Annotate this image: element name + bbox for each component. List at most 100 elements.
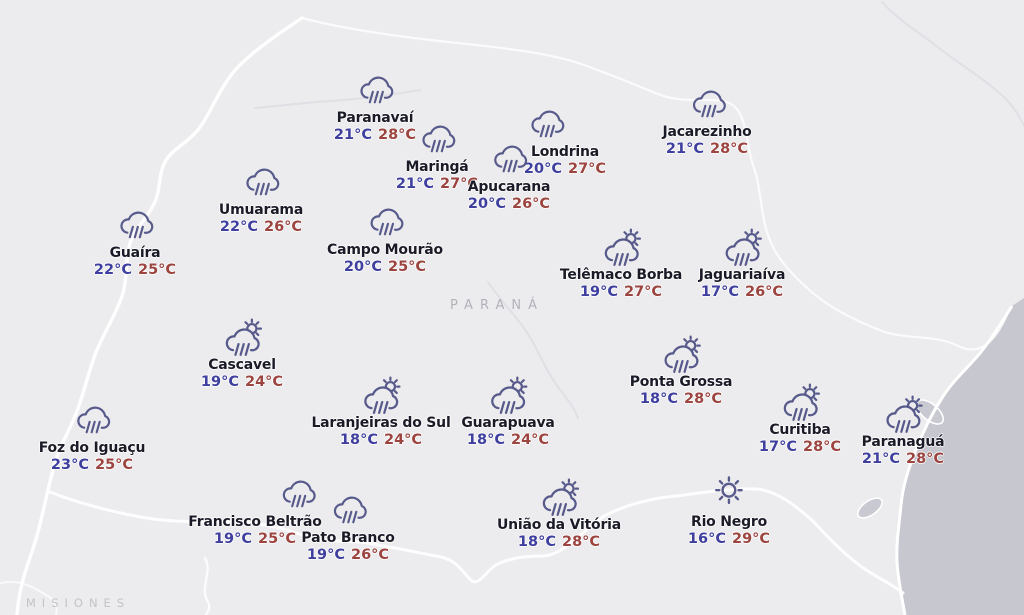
city-name: Paranaguá bbox=[861, 434, 945, 450]
rain-sun-icon bbox=[364, 375, 401, 414]
weather-icon-box bbox=[115, 203, 155, 243]
sun-icon bbox=[715, 476, 743, 505]
city-marker[interactable]: Londrina 20°C 27°C bbox=[505, 102, 606, 178]
weather-icon-box bbox=[328, 488, 368, 528]
weather-icon-box bbox=[365, 200, 405, 240]
region-label-parana: PARANÁ bbox=[450, 298, 544, 313]
temp-min: 22°C bbox=[219, 219, 258, 235]
weather-icon-box bbox=[778, 380, 823, 421]
city-temps: 19°C 25°C bbox=[214, 531, 296, 548]
city-temps: 19°C 26°C bbox=[307, 547, 389, 564]
city-name: Foz do Iguaçu bbox=[38, 440, 146, 456]
city-temps: 16°C 29°C bbox=[688, 531, 770, 548]
city-marker[interactable]: Telêmaco Borba 19°C 27°C bbox=[560, 225, 682, 301]
rain-icon bbox=[370, 208, 404, 235]
temp-max: 25°C bbox=[387, 259, 427, 275]
city-marker[interactable]: Francisco Beltrão 19°C 25°C bbox=[188, 472, 363, 548]
weather-icon-box bbox=[687, 82, 727, 122]
city-marker[interactable]: Maringá 21°C 27°C bbox=[396, 117, 478, 193]
city-temps: 18°C 28°C bbox=[640, 391, 722, 408]
bay-water bbox=[857, 399, 945, 519]
temp-min: 17°C bbox=[758, 439, 797, 455]
rain-sun-icon bbox=[542, 477, 579, 516]
city-temps: 21°C 28°C bbox=[666, 141, 748, 158]
rain-icon bbox=[422, 125, 456, 152]
temp-min: 19°C bbox=[200, 374, 239, 390]
city-marker[interactable]: Paranaguá 21°C 28°C bbox=[862, 392, 945, 468]
temp-max: 25°C bbox=[258, 531, 297, 547]
city-marker[interactable]: Laranjeiras do Sul 18°C 24°C bbox=[311, 373, 451, 449]
city-name: Pato Branco bbox=[301, 530, 395, 546]
rain-icon bbox=[77, 406, 111, 433]
city-temps: 17°C 26°C bbox=[701, 284, 783, 301]
city-temps: 19°C 24°C bbox=[201, 374, 283, 391]
rain-sun-icon bbox=[491, 375, 528, 414]
city-marker[interactable]: Apucarana 20°C 26°C bbox=[468, 137, 550, 213]
rain-icon bbox=[120, 211, 154, 238]
state-border-line bbox=[0, 16, 1011, 615]
city-temps: 20°C 25°C bbox=[344, 259, 426, 276]
ocean bbox=[896, 298, 1024, 615]
city-marker[interactable]: Umuarama 22°C 26°C bbox=[219, 160, 303, 236]
city-marker[interactable]: Ponta Grossa 18°C 28°C bbox=[629, 332, 733, 408]
temp-max: 26°C bbox=[744, 284, 784, 300]
city-temps: 23°C 25°C bbox=[51, 457, 133, 474]
temp-min: 18°C bbox=[466, 432, 505, 448]
temp-min: 17°C bbox=[700, 284, 739, 300]
city-name: Cascavel bbox=[208, 357, 276, 373]
temp-max: 27°C bbox=[623, 284, 663, 300]
city-temps: 17°C 28°C bbox=[759, 439, 841, 456]
temp-max: 29°C bbox=[732, 531, 771, 547]
temp-max: 28°C bbox=[378, 127, 417, 143]
temp-max: 28°C bbox=[684, 391, 723, 407]
city-temps: 22°C 26°C bbox=[220, 219, 302, 236]
rain-sun-icon bbox=[886, 394, 923, 433]
weather-icon-box bbox=[241, 160, 281, 200]
city-temps: 21°C 28°C bbox=[334, 127, 416, 144]
weather-icon-box bbox=[598, 225, 643, 266]
city-marker[interactable]: Campo Mourão 20°C 25°C bbox=[327, 200, 443, 276]
city-marker[interactable]: Foz do Iguaçu 23°C 25°C bbox=[39, 398, 145, 474]
rain-sun-icon bbox=[725, 227, 762, 266]
temp-max: 27°C bbox=[568, 161, 607, 177]
rain-sun-icon bbox=[783, 382, 820, 421]
city-temps: 18°C 24°C bbox=[467, 432, 549, 449]
city-marker[interactable]: Jaguariaíva 17°C 26°C bbox=[699, 225, 785, 301]
temp-min: 19°C bbox=[579, 284, 618, 300]
temp-min: 23°C bbox=[50, 457, 89, 473]
city-marker[interactable]: Guarapuava 18°C 24°C bbox=[461, 373, 555, 449]
city-temps: 20°C 26°C bbox=[468, 196, 550, 213]
river-line bbox=[254, 1, 1024, 419]
temp-min: 22°C bbox=[93, 262, 132, 278]
temp-min: 21°C bbox=[333, 127, 372, 143]
city-marker[interactable]: União da Vitória 18°C 28°C bbox=[497, 475, 621, 551]
temp-max: 27°C bbox=[440, 176, 479, 192]
city-temps: 21°C 27°C bbox=[396, 176, 478, 193]
temp-max: 24°C bbox=[511, 432, 550, 448]
rain-sun-icon bbox=[604, 227, 641, 266]
weather-icon-box bbox=[526, 102, 566, 142]
city-marker[interactable]: Pato Branco 19°C 26°C bbox=[301, 488, 395, 564]
city-marker[interactable]: Curitiba 17°C 28°C bbox=[759, 380, 841, 456]
rain-icon bbox=[282, 480, 316, 507]
city-marker[interactable]: Cascavel 19°C 24°C bbox=[201, 315, 283, 391]
city-marker[interactable]: Jacarezinho 21°C 28°C bbox=[662, 82, 752, 158]
city-marker[interactable]: Paranavaí 21°C 28°C bbox=[334, 68, 416, 144]
city-name: Maringá bbox=[405, 159, 469, 175]
city-name: Curitiba bbox=[769, 422, 831, 438]
city-marker[interactable]: Guaíra 22°C 25°C bbox=[94, 203, 176, 279]
weather-icon-box bbox=[536, 475, 581, 516]
weather-icon-box bbox=[417, 117, 457, 157]
city-name: Ponta Grossa bbox=[629, 374, 733, 390]
city-name: Telêmaco Borba bbox=[559, 267, 683, 283]
weather-icon-box bbox=[489, 137, 529, 177]
city-temps: 20°C 27°C bbox=[524, 161, 606, 178]
temp-max: 28°C bbox=[905, 451, 945, 467]
temp-min: 21°C bbox=[395, 176, 434, 192]
city-name: Umuarama bbox=[218, 202, 304, 218]
rain-sun-icon bbox=[225, 317, 262, 356]
city-marker[interactable]: Rio Negro 16°C 29°C bbox=[688, 472, 770, 548]
temp-min: 21°C bbox=[861, 451, 900, 467]
